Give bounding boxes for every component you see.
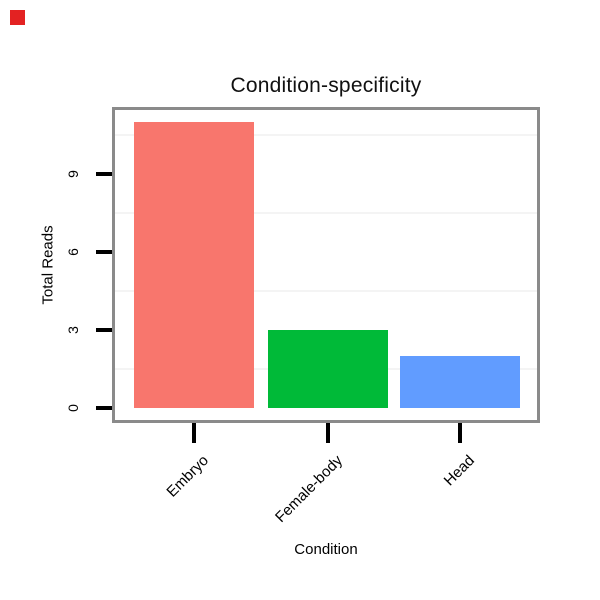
- y-tick-label: 6: [65, 248, 81, 256]
- plot-area: [115, 110, 537, 420]
- y-axis-tick: [96, 172, 112, 176]
- bar-female-body: [267, 330, 388, 408]
- y-axis-title: Total Reads: [39, 225, 57, 305]
- x-axis-title: Condition: [294, 541, 358, 558]
- bar-head: [399, 356, 520, 408]
- y-tick-label: 0: [65, 404, 81, 412]
- y-axis-tick: [96, 250, 112, 254]
- x-axis-tick: [325, 423, 330, 443]
- y-axis-tick: [96, 328, 112, 332]
- minor-gridline: [115, 134, 537, 136]
- chart-title: Condition-specificity: [230, 74, 422, 97]
- x-category-label-embryo: Embryo: [162, 452, 212, 501]
- y-tick-label: 3: [65, 326, 81, 334]
- x-axis-tick: [191, 423, 196, 443]
- minor-gridline: [115, 290, 537, 292]
- minor-gridline: [115, 212, 537, 214]
- bar-embryo: [133, 122, 254, 408]
- x-category-label-female-body: Female-body: [271, 452, 346, 526]
- y-tick-label: 9: [65, 170, 81, 178]
- y-axis-tick: [96, 406, 112, 410]
- red-marker-square: [10, 10, 25, 25]
- x-axis-tick: [457, 423, 462, 443]
